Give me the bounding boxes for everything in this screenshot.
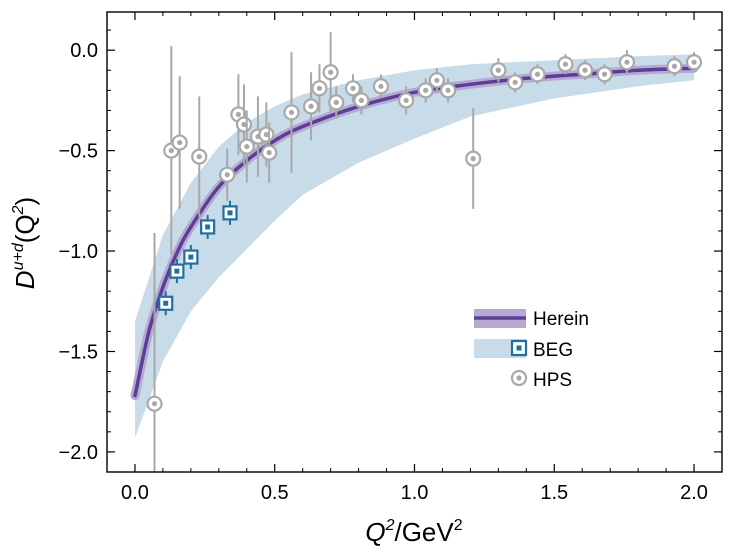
hps-point-center xyxy=(423,87,429,93)
hps-point-center xyxy=(196,154,202,160)
beg-point-center xyxy=(163,300,169,306)
herein-layer xyxy=(130,63,699,401)
hps-point-center xyxy=(445,87,451,93)
hps-point-center xyxy=(358,97,364,103)
hps-point-center xyxy=(308,103,314,110)
hps-point-center xyxy=(328,69,334,75)
hps-point-center xyxy=(316,85,323,91)
tick-layer: 0.0 0.5 1.0 1.5 2.0 0.0 −0.5 −1.0 −1.5 −2.0 xyxy=(59,12,723,504)
x-axis-label-rest: /GeV xyxy=(394,517,454,547)
hps-point-center xyxy=(378,83,384,89)
y-axis-label-var: D xyxy=(10,270,40,289)
y-tick-label: −1.0 xyxy=(59,241,98,263)
y-tick-label: −1.5 xyxy=(59,341,98,363)
hps-point-center xyxy=(263,131,269,138)
hps-point-center xyxy=(562,61,569,67)
hps-point-center xyxy=(403,97,409,103)
hps-point-center xyxy=(470,156,476,162)
x-axis-label: Q2/GeV2 xyxy=(365,517,462,547)
x-axis-label-var: Q xyxy=(365,517,385,547)
hps-point-center xyxy=(601,71,608,77)
y-axis-label-sup: u+d xyxy=(10,242,27,270)
beg-point-center xyxy=(227,210,233,216)
hps-point-center xyxy=(168,148,174,154)
hps-point-center xyxy=(177,139,183,146)
hps-point-center xyxy=(534,71,541,77)
y-axis-label-sup2: 2 xyxy=(10,205,27,215)
y-axis-label-rest: (Q xyxy=(10,214,40,243)
x-axis-label-sup2: 2 xyxy=(454,517,463,534)
hps-point-center xyxy=(582,67,588,73)
y-axis-label: Du+d(Q2) xyxy=(10,197,40,289)
legend-herein-label: Herein xyxy=(533,309,589,330)
hps-point-center xyxy=(288,109,295,116)
hps-point-center xyxy=(151,401,158,407)
hps-point-center xyxy=(241,121,247,128)
hps-point-center xyxy=(434,77,440,83)
hps-point-center xyxy=(235,111,241,118)
beg-point-center xyxy=(174,268,180,274)
beg-point-center xyxy=(205,224,211,230)
y-tick-label: −2.0 xyxy=(59,442,98,464)
legend-hps-marker-dot xyxy=(516,375,522,381)
x-axis-label-sup: 2 xyxy=(385,517,395,534)
beg-layer xyxy=(158,200,238,316)
x-tick-label: 1.0 xyxy=(401,482,429,504)
hps-point-center xyxy=(624,59,630,65)
legend: Herein BEG HPS xyxy=(474,309,589,391)
hps-point-center xyxy=(224,172,230,178)
beg-band xyxy=(135,54,694,438)
legend-beg-marker-dot xyxy=(516,345,522,351)
legend-beg-label: BEG xyxy=(533,340,573,361)
hps-point-center xyxy=(350,85,356,91)
y-tick-label: −0.5 xyxy=(59,141,98,163)
band-layer xyxy=(135,54,694,438)
hps-point-center xyxy=(333,99,339,105)
hps-point-center xyxy=(691,59,697,65)
legend-hps-label: HPS xyxy=(533,370,572,391)
hps-point-center xyxy=(671,63,678,69)
hps-point-center xyxy=(266,150,272,156)
hps-point-center xyxy=(495,67,501,73)
x-tick-label: 1.5 xyxy=(540,482,568,504)
hps-point-center xyxy=(512,79,518,85)
beg-point-center xyxy=(188,254,194,260)
x-tick-label: 0.5 xyxy=(261,482,289,504)
hps-layer xyxy=(146,32,703,472)
y-tick-label: 0.0 xyxy=(70,40,98,62)
x-tick-label: 0.0 xyxy=(121,482,149,504)
x-tick-label: 2.0 xyxy=(680,482,708,504)
hps-point-center xyxy=(244,143,250,150)
y-axis-label-tail: ) xyxy=(10,197,40,206)
herein-curve xyxy=(133,66,696,398)
